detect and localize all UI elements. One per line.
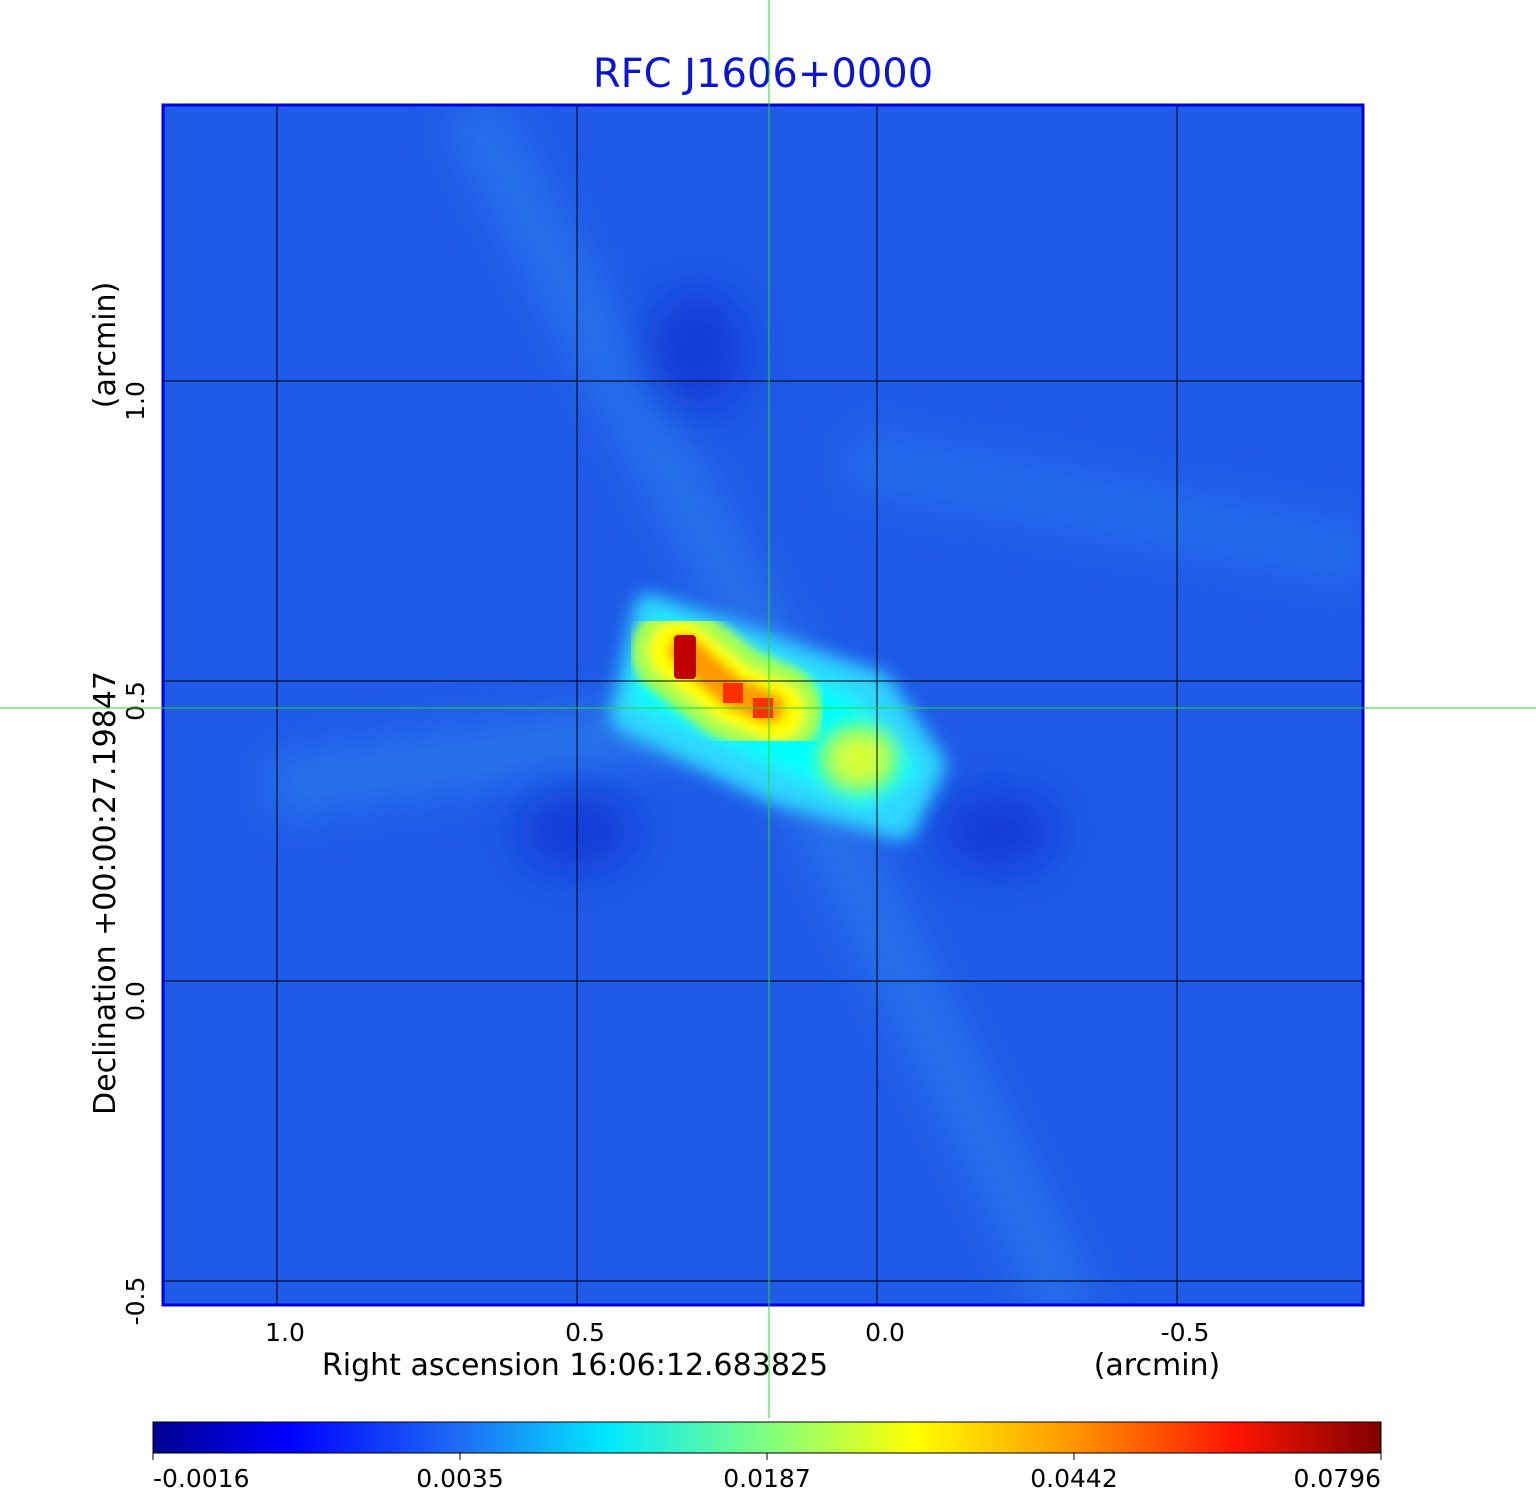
- y-axis-label: Declination +00:00:27.19847: [88, 671, 123, 1115]
- crosshair: [0, 0, 1536, 1418]
- colorbar-tick-label: 0.0796: [1294, 1464, 1381, 1493]
- x-tick-label: 1.0: [265, 1318, 305, 1347]
- colorbar-tick-labels: -0.0016 0.0035 0.0187 0.0442 0.0796: [152, 1453, 1382, 1493]
- data-peak: [723, 683, 743, 703]
- colorbar-tick-label: 0.0442: [1030, 1464, 1117, 1493]
- heatmap-image: [163, 105, 1363, 1305]
- colorbar-tick-label: -0.0016: [153, 1464, 250, 1493]
- peak-points: [674, 635, 773, 718]
- secondary-peak: [837, 739, 881, 779]
- y-tick-label: 0.5: [121, 681, 150, 721]
- x-tick-label: 0.5: [565, 1318, 605, 1347]
- x-axis-unit: (arcmin): [1094, 1348, 1221, 1383]
- secondary-component: [819, 724, 899, 794]
- x-axis-label: Right ascension 16:06:12.683825: [322, 1348, 828, 1383]
- x-tick-label: -0.5: [1161, 1318, 1210, 1347]
- y-tick-label: 1.0: [121, 381, 150, 421]
- data-peak: [674, 635, 696, 679]
- sidelobe-streak: [843, 428, 1363, 588]
- colorbar-tick-label: 0.0035: [416, 1464, 503, 1493]
- y-tick-label: -0.5: [121, 1277, 150, 1326]
- y-axis-unit: (arcmin): [88, 282, 123, 409]
- chart-title: RFC J1606+0000: [593, 51, 933, 97]
- coordinate-grid: [163, 105, 1363, 1305]
- y-tick-labels: 1.0 0.5 0.0 -0.5: [121, 381, 150, 1325]
- colorbar: [152, 1421, 1382, 1454]
- plot-frame: [161, 103, 1365, 1307]
- sidelobe-streak: [762, 734, 1096, 1305]
- negative-lobe: [647, 291, 747, 411]
- source-emission: [264, 105, 1363, 1305]
- y-tick-label: 0.0: [121, 981, 150, 1021]
- negative-lobe: [937, 791, 1057, 871]
- x-tick-label: 0.0: [865, 1318, 905, 1347]
- colorbar-tick-label: 0.0187: [723, 1464, 810, 1493]
- x-tick-labels: 1.0 0.5 0.0 -0.5: [265, 1318, 1209, 1347]
